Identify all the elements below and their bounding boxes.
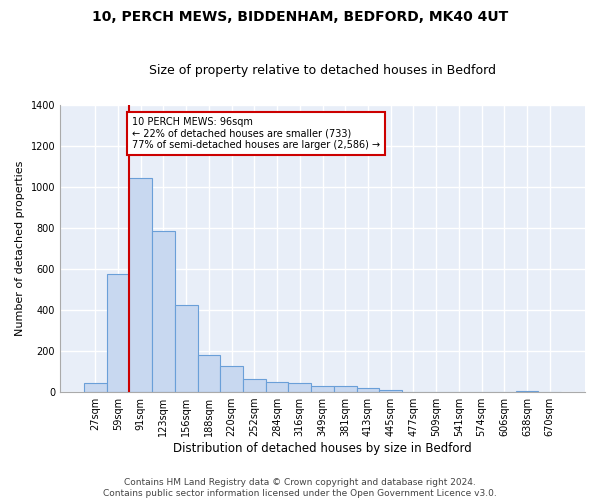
Bar xyxy=(311,386,334,392)
Y-axis label: Number of detached properties: Number of detached properties xyxy=(15,160,25,336)
Bar xyxy=(379,390,402,392)
Bar xyxy=(243,378,266,392)
Bar xyxy=(356,388,379,392)
Bar xyxy=(175,305,197,392)
Bar xyxy=(515,391,538,392)
Bar xyxy=(266,382,289,392)
Bar xyxy=(197,355,220,392)
Text: Contains HM Land Registry data © Crown copyright and database right 2024.
Contai: Contains HM Land Registry data © Crown c… xyxy=(103,478,497,498)
X-axis label: Distribution of detached houses by size in Bedford: Distribution of detached houses by size … xyxy=(173,442,472,455)
Text: 10 PERCH MEWS: 96sqm
← 22% of detached houses are smaller (733)
77% of semi-deta: 10 PERCH MEWS: 96sqm ← 22% of detached h… xyxy=(131,117,380,150)
Bar xyxy=(107,274,130,392)
Bar xyxy=(220,366,243,392)
Bar xyxy=(84,383,107,392)
Bar xyxy=(289,383,311,392)
Text: 10, PERCH MEWS, BIDDENHAM, BEDFORD, MK40 4UT: 10, PERCH MEWS, BIDDENHAM, BEDFORD, MK40… xyxy=(92,10,508,24)
Bar xyxy=(152,231,175,392)
Title: Size of property relative to detached houses in Bedford: Size of property relative to detached ho… xyxy=(149,64,496,77)
Bar xyxy=(130,178,152,392)
Bar xyxy=(334,386,356,392)
